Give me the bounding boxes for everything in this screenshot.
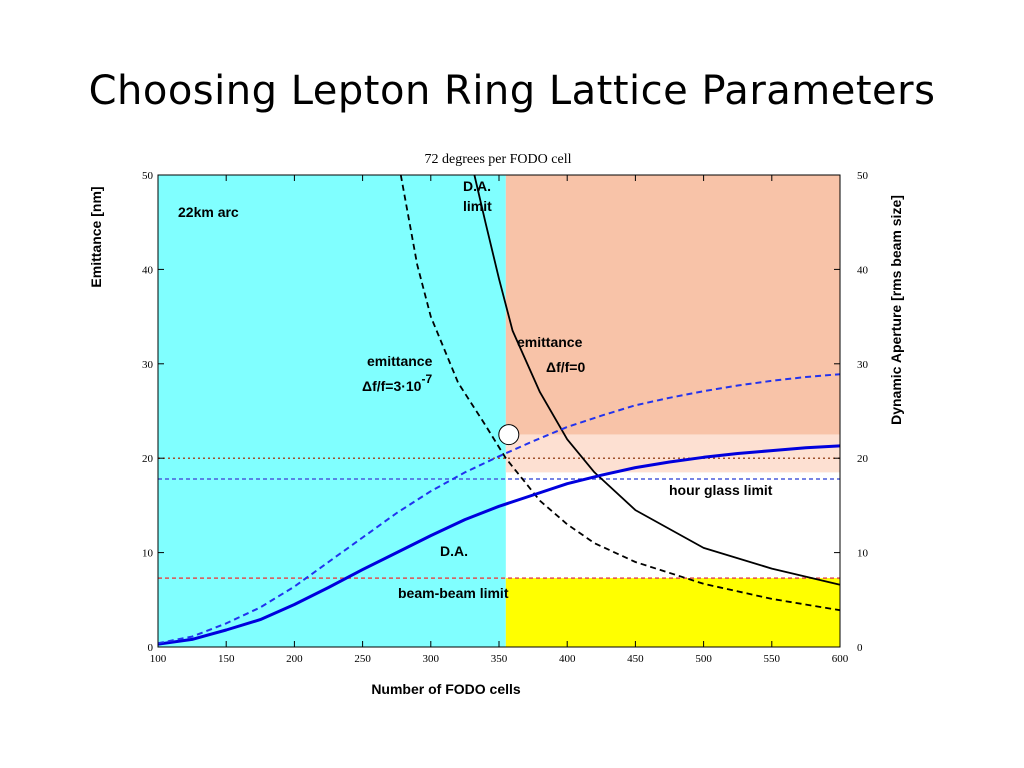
series-line-1 <box>399 174 841 612</box>
annotation-emittance-3-2-exp: -7 <box>421 372 432 386</box>
slide-title: Choosing Lepton Ring Lattice Parameters <box>88 68 936 114</box>
chart-axes: 100 150 200 250 300 350 400 450 500 550 6000102030… <box>142 170 869 665</box>
x-tick-label: 150 <box>218 653 235 665</box>
chart-title: 72 degrees per FODO cell <box>425 152 572 167</box>
series-line-3 <box>157 373 841 645</box>
annotation-emittance-0-1: emittance <box>517 334 583 350</box>
annotation-da-limit-2: limit <box>463 198 492 214</box>
chart-regions <box>158 175 840 647</box>
marker-layer <box>498 424 520 446</box>
x-axis-label: Number of FODO cells <box>371 681 521 697</box>
series-line-2 <box>157 444 841 646</box>
region-1 <box>505 175 840 435</box>
y-tick-label-left: 50 <box>142 170 154 182</box>
y-tick-label-left: 0 <box>148 642 154 654</box>
y-tick-label-left: 40 <box>142 264 154 276</box>
y-tick-label-left: 20 <box>142 453 154 465</box>
annotation-emittance-0-2: Δf/f=0 <box>546 359 585 375</box>
series-line-0 <box>473 174 841 586</box>
marker-circle <box>498 424 520 446</box>
annotation-hour-glass-limit: hour glass limit <box>669 482 773 498</box>
region-0 <box>158 175 506 647</box>
annotation-da-curve: D.A. <box>440 543 468 559</box>
x-tick-label: 350 <box>491 653 508 665</box>
x-tick-label: 600 <box>832 653 849 665</box>
y-tick-label-right: 30 <box>857 359 869 371</box>
y-axis-label-left: Emittance [nm] <box>88 186 104 287</box>
annotation-beam-beam-limit: beam-beam limit <box>398 585 509 601</box>
x-tick-label: 550 <box>764 653 781 665</box>
chart-curves <box>157 174 841 646</box>
annotation-22km-arc: 22km arc <box>178 204 239 220</box>
y-tick-label-right: 40 <box>857 264 869 276</box>
annotation-da-limit-1: D.A. <box>463 178 491 194</box>
x-tick-label: 500 <box>695 653 712 665</box>
region-3 <box>505 578 840 647</box>
limit-lines <box>158 457 840 579</box>
x-tick-label: 450 <box>627 653 644 665</box>
x-tick-label: 100 <box>150 653 167 665</box>
x-tick-label: 300 <box>423 653 440 665</box>
y-tick-label-left: 10 <box>142 548 154 560</box>
annotation-emittance-3-2: Δf/f=3·10-7 <box>362 372 432 394</box>
region-2 <box>505 434 840 473</box>
y-tick-label-right: 10 <box>857 548 869 560</box>
y-tick-label-right: 20 <box>857 453 869 465</box>
y-tick-label-right: 0 <box>857 642 863 654</box>
y-tick-label-right: 50 <box>857 170 869 182</box>
x-tick-label: 400 <box>559 653 576 665</box>
annotation-emittance-3-1: emittance <box>367 353 433 369</box>
x-tick-label: 250 <box>354 653 371 665</box>
y-tick-label-left: 30 <box>142 359 154 371</box>
x-tick-label: 200 <box>286 653 303 665</box>
annotation-emittance-3-2-main: Δf/f=3·10 <box>362 378 422 394</box>
y-axis-label-right: Dynamic Aperture [rms beam size] <box>888 195 904 425</box>
